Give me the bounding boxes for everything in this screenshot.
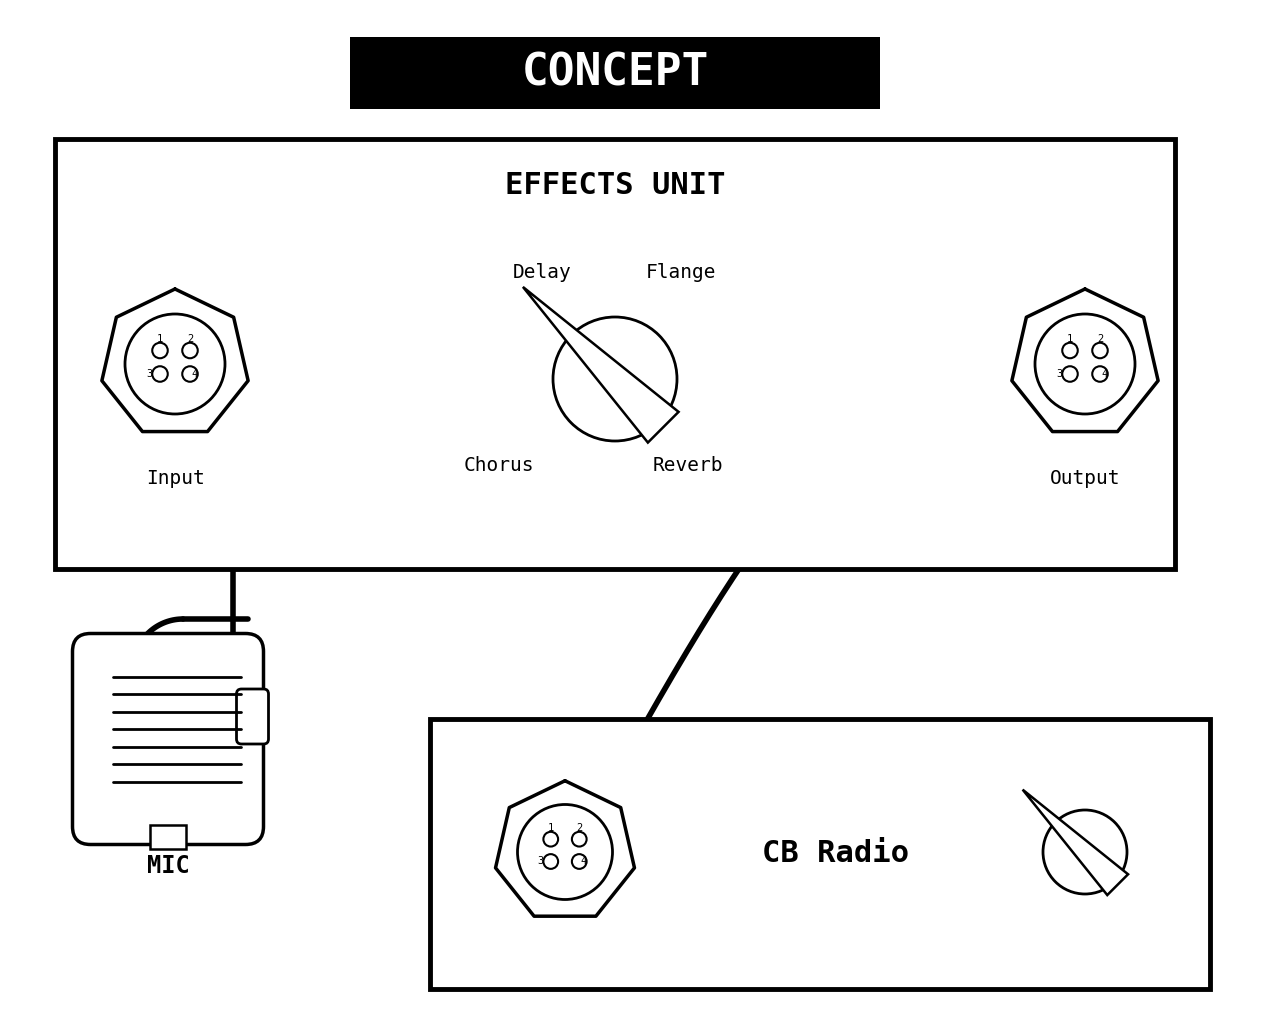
Circle shape [544,854,558,868]
Text: Reverb: Reverb [653,456,723,475]
Text: 1: 1 [548,822,554,833]
Text: Delay: Delay [513,263,572,282]
Circle shape [1092,343,1107,358]
Text: 2: 2 [187,334,193,343]
FancyBboxPatch shape [237,689,269,744]
Text: 3: 3 [146,369,152,379]
Circle shape [517,805,613,899]
FancyBboxPatch shape [349,37,881,109]
Text: Chorus: Chorus [463,456,535,475]
Text: 1: 1 [157,334,163,343]
Text: Input: Input [146,469,205,488]
Text: CB Radio: CB Radio [762,840,909,868]
Text: 3: 3 [538,856,544,866]
Circle shape [182,367,197,382]
Circle shape [182,343,197,358]
FancyBboxPatch shape [73,634,264,845]
Circle shape [125,314,225,414]
Text: 3: 3 [1056,369,1062,379]
Polygon shape [1023,790,1128,895]
Text: 1: 1 [1066,334,1073,343]
Text: EFFECTS UNIT: EFFECTS UNIT [504,171,726,200]
Text: 4: 4 [1102,369,1108,379]
Text: MIC: MIC [147,854,189,878]
Circle shape [572,831,586,847]
Circle shape [1062,343,1078,358]
Circle shape [1062,367,1078,382]
Polygon shape [102,289,248,431]
Circle shape [1036,314,1135,414]
Polygon shape [495,780,635,916]
Text: 4: 4 [581,856,588,866]
Text: Flange: Flange [646,263,717,282]
FancyBboxPatch shape [55,139,1175,569]
Circle shape [1092,367,1107,382]
Circle shape [544,831,558,847]
Text: 4: 4 [192,369,198,379]
FancyBboxPatch shape [430,719,1210,989]
Text: Output: Output [1050,469,1120,488]
Polygon shape [1012,289,1158,431]
Polygon shape [524,287,678,442]
Text: 2: 2 [576,822,582,833]
FancyBboxPatch shape [150,824,186,849]
Circle shape [572,854,586,868]
Text: 2: 2 [1097,334,1103,343]
Circle shape [152,343,168,358]
Circle shape [152,367,168,382]
Text: CONCEPT: CONCEPT [521,51,709,94]
